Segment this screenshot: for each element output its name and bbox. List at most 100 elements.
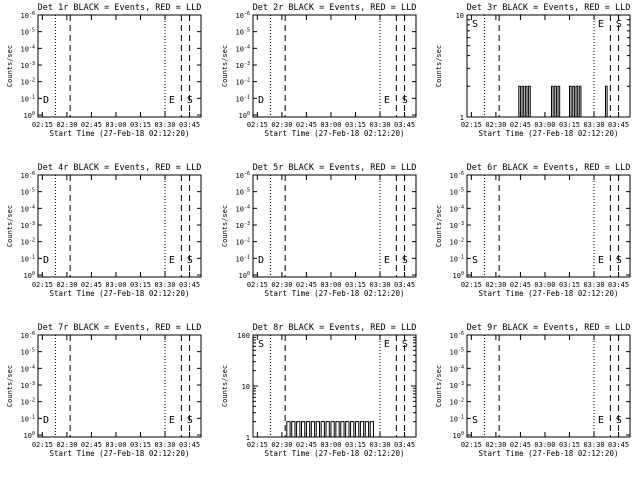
plot-frame <box>37 14 202 118</box>
x-tick-label: 03:15 <box>345 121 366 129</box>
y-axis-label: Counts/sec <box>6 45 14 87</box>
x-tick-label: 02:15 <box>461 281 482 289</box>
x-tick-label: 03:45 <box>394 441 415 449</box>
marker-label: S <box>616 255 622 266</box>
x-tick-label: 03:00 <box>320 281 341 289</box>
chart-panel-6: Det 6r BLACK = Events, RED = LLD Counts/s… <box>435 163 631 298</box>
marker-label: S <box>616 19 622 30</box>
marker-label: S <box>472 415 478 426</box>
marker-label: S <box>402 255 408 266</box>
x-tick-label: 03:45 <box>179 441 200 449</box>
plot-frame <box>466 334 631 438</box>
x-tick-label: 02:15 <box>247 441 268 449</box>
x-tick-label: 03:15 <box>559 121 580 129</box>
y-tick-label: 10-5 <box>236 28 250 37</box>
y-tick-label: 10-5 <box>236 188 250 197</box>
marker-label: S <box>402 339 408 350</box>
y-tick-label: 100 <box>24 271 35 280</box>
chart-title: Det 7r BLACK = Events, RED = LLD <box>38 323 202 333</box>
y-tick-label: 10-4 <box>21 44 35 53</box>
series-line <box>518 85 608 118</box>
x-tick-label: 03:30 <box>583 281 604 289</box>
x-tick-label: 03:15 <box>559 441 580 449</box>
y-tick-label: 100 <box>24 431 35 440</box>
marker-label: E <box>384 339 390 350</box>
x-tick-label: 03:45 <box>608 281 629 289</box>
y-tick-label: 10-6 <box>450 171 464 180</box>
x-tick-label: 03:45 <box>179 281 200 289</box>
x-tick-label: 02:15 <box>32 441 53 449</box>
y-tick-label: 10-6 <box>236 171 250 180</box>
y-tick-label: 10-2 <box>21 238 35 247</box>
y-tick-label: 1 <box>460 114 464 122</box>
x-tick-label: 02:45 <box>296 281 317 289</box>
y-tick-label: 10-1 <box>21 254 35 263</box>
x-axis-label: Start Time (27-Feb-18 02:12:20) <box>479 449 619 458</box>
x-tick-label: 03:15 <box>345 281 366 289</box>
marker-label: D <box>258 255 264 266</box>
y-tick-label: 10-3 <box>450 221 464 230</box>
x-tick-label: 03:15 <box>559 281 580 289</box>
y-tick-label: 10 <box>456 12 464 20</box>
x-tick-label: 03:00 <box>320 121 341 129</box>
y-tick-label: 100 <box>453 431 464 440</box>
marker-label: S <box>187 415 193 426</box>
y-tick-label: 1 <box>246 434 250 442</box>
x-tick-label: 03:15 <box>130 281 151 289</box>
y-tick-label: 10-4 <box>450 204 464 213</box>
y-tick-label: 10-1 <box>21 414 35 423</box>
marker-label: S <box>472 19 478 30</box>
x-tick-label: 03:00 <box>534 121 555 129</box>
x-tick-label: 02:45 <box>296 121 317 129</box>
x-tick-label: 03:45 <box>394 121 415 129</box>
x-tick-label: 03:30 <box>583 441 604 449</box>
y-tick-label: 100 <box>237 332 250 340</box>
y-tick-label: 10-5 <box>450 188 464 197</box>
y-tick-label: 10-1 <box>450 414 464 423</box>
x-tick-label: 02:45 <box>296 441 317 449</box>
chart-title: Det 4r BLACK = Events, RED = LLD <box>38 163 202 173</box>
y-tick-label: 10-1 <box>21 94 35 103</box>
x-axis-label: Start Time (27-Feb-18 02:12:20) <box>50 289 190 298</box>
x-tick-label: 03:30 <box>369 121 390 129</box>
x-axis-label: Start Time (27-Feb-18 02:12:20) <box>479 289 619 298</box>
y-tick-label: 10-2 <box>21 398 35 407</box>
y-tick-label: 10-3 <box>21 221 35 230</box>
y-axis-label: Counts/sec <box>435 205 443 247</box>
y-tick-label: 100 <box>24 111 35 120</box>
y-tick-label: 10-4 <box>236 44 250 53</box>
y-tick-label: 10-2 <box>236 238 250 247</box>
x-tick-label: 02:15 <box>32 121 53 129</box>
marker-label: E <box>598 19 604 30</box>
x-tick-label: 03:30 <box>154 281 175 289</box>
chart-panel-1: Det 1r BLACK = Events, RED = LLD Counts/s… <box>6 3 202 138</box>
marker-label: D <box>43 415 49 426</box>
series-line <box>286 421 374 438</box>
x-tick-label: 02:45 <box>510 441 531 449</box>
y-tick-label: 10-6 <box>450 331 464 340</box>
y-tick-label: 10-3 <box>236 61 250 70</box>
x-tick-label: 02:30 <box>485 281 506 289</box>
x-tick-label: 03:30 <box>154 121 175 129</box>
y-tick-label: 10-5 <box>21 348 35 357</box>
x-tick-label: 02:15 <box>461 441 482 449</box>
x-tick-label: 03:45 <box>608 441 629 449</box>
y-tick-label: 10-5 <box>21 28 35 37</box>
y-tick-label: 10-6 <box>21 11 35 20</box>
chart-panel-5: Det 5r BLACK = Events, RED = LLD Counts/s… <box>221 163 417 298</box>
y-tick-label: 10-4 <box>236 204 250 213</box>
x-tick-label: 03:30 <box>369 441 390 449</box>
marker-label: D <box>43 255 49 266</box>
x-tick-label: 03:00 <box>105 121 126 129</box>
y-tick-label: 10-2 <box>236 78 250 87</box>
marker-label: E <box>169 95 175 106</box>
y-tick-label: 10-3 <box>21 381 35 390</box>
chart-panel-2: Det 2r BLACK = Events, RED = LLD Counts/s… <box>221 3 417 138</box>
x-tick-label: 02:45 <box>81 121 102 129</box>
marker-label: S <box>402 95 408 106</box>
x-tick-label: 03:15 <box>345 441 366 449</box>
y-axis-label: Counts/sec <box>6 205 14 247</box>
marker-label: S <box>187 95 193 106</box>
chart-panel-3: Det 3r BLACK = Events, RED = LLD Counts/s… <box>435 3 631 138</box>
x-tick-label: 03:45 <box>608 121 629 129</box>
